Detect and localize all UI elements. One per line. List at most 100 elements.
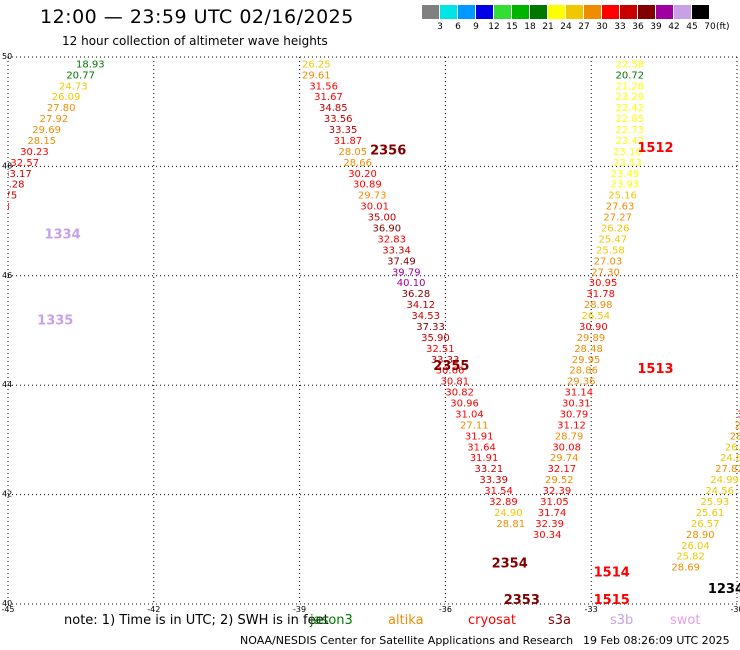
wave-height-value: 31.91 bbox=[470, 453, 499, 464]
legend-swatch bbox=[620, 5, 637, 19]
wave-height-value: 31.12 bbox=[557, 420, 586, 431]
wave-height-value: 22.73 bbox=[616, 125, 645, 136]
lon-tick-label: -42 bbox=[147, 605, 160, 614]
lon-tick-label: -33 bbox=[585, 605, 598, 614]
wave-height-value: 33.34 bbox=[382, 245, 411, 256]
wave-height-value: 23.49 bbox=[611, 169, 640, 180]
wave-height-value: 22.42 bbox=[616, 103, 645, 114]
wave-height-value: 35.90 bbox=[421, 333, 450, 344]
lat-tick-label: 48 bbox=[2, 161, 12, 170]
wave-height-value: 29.61 bbox=[302, 70, 331, 81]
legend-label: 9 bbox=[473, 22, 479, 32]
wave-height-value: 40.10 bbox=[397, 278, 426, 289]
wave-height-value: 32.88 bbox=[0, 202, 10, 213]
track-pass-label: 2356 bbox=[370, 143, 406, 158]
wave-height-value: 28.90 bbox=[686, 530, 715, 541]
lon-tick-label: -45 bbox=[1, 605, 14, 614]
wave-height-value: 24.56 bbox=[705, 486, 734, 497]
page-title: 12:00 — 23:59 UTC 02/16/2025 bbox=[40, 6, 354, 28]
wave-height-value: 20.77 bbox=[66, 70, 95, 81]
wave-height-value: 20.72 bbox=[616, 70, 645, 81]
mission-name: s3b bbox=[610, 613, 634, 628]
wave-height-value: 30.20 bbox=[348, 169, 377, 180]
wave-height-value: 30.31 bbox=[562, 399, 591, 410]
wave-height-value: 26.54 bbox=[581, 311, 610, 322]
wave-height-value: 28.1 bbox=[730, 431, 740, 442]
wave-height-value: 23.10 bbox=[613, 147, 642, 158]
wave-height-value: 29.89 bbox=[577, 333, 606, 344]
wave-height-value: 25.61 bbox=[696, 508, 725, 519]
legend-swatch bbox=[584, 5, 601, 19]
legend-label: 45 bbox=[686, 22, 698, 32]
legend-swatch bbox=[692, 5, 709, 19]
wave-height-value: 28.15 bbox=[27, 136, 56, 147]
legend-label: 27 bbox=[578, 22, 590, 32]
legend-swatch bbox=[476, 5, 493, 19]
track-pass-label: 2355 bbox=[433, 359, 469, 374]
legend-label: 21 bbox=[542, 22, 554, 32]
wave-height-value: 31.04 bbox=[455, 409, 484, 420]
legend-label: 39 bbox=[650, 22, 662, 32]
legend-label: 33 bbox=[614, 22, 626, 32]
wave-height-value: 25.93 bbox=[701, 497, 730, 508]
wave-height-value: 27.11 bbox=[460, 420, 489, 431]
wave-height-value: 31.64 bbox=[467, 442, 496, 453]
legend-label: 36 bbox=[632, 22, 644, 32]
lon-tick-label: -30 bbox=[730, 605, 740, 614]
wave-height-value: 27.27 bbox=[603, 213, 632, 224]
wave-height-value: 34.28 bbox=[0, 180, 24, 191]
lat-tick-label: 40 bbox=[2, 599, 12, 608]
legend-unit: (ft) bbox=[716, 22, 730, 32]
wave-height-value: 30.81 bbox=[441, 377, 470, 388]
wave-height-value: 35.00 bbox=[368, 213, 397, 224]
wave-height-value: 29.69 bbox=[32, 125, 61, 136]
wave-height-value: 24.83 bbox=[720, 453, 740, 464]
wave-height-value: 33.35 bbox=[329, 125, 358, 136]
wave-height-value: 32.57 bbox=[10, 158, 39, 169]
wave-height-value: 27.03 bbox=[594, 256, 623, 267]
wave-height-value: 30.82 bbox=[445, 388, 474, 399]
wave-height-value: 31.74 bbox=[538, 508, 567, 519]
credit-line: NOAA/NESDIS Center for Satellite Applica… bbox=[240, 634, 574, 647]
legend-swatch bbox=[656, 5, 673, 19]
wave-height-value: 32.83 bbox=[377, 234, 406, 245]
wave-height-value: 32.39 bbox=[535, 519, 564, 530]
wave-height-value: 31.78 bbox=[586, 289, 615, 300]
footnote: note: 1) Time is in UTC; 2) SWH is in fe… bbox=[64, 613, 329, 628]
wave-height-value: 30.23 bbox=[20, 147, 49, 158]
wave-height-value: 37.49 bbox=[387, 256, 416, 267]
wave-height-value: 34.75 bbox=[0, 191, 17, 202]
wave-height-value: 24.90 bbox=[494, 508, 523, 519]
wave-height-value: 26.53 bbox=[725, 442, 740, 453]
legend-label: 30 bbox=[596, 22, 608, 32]
mission-name: jason3 bbox=[310, 613, 353, 628]
wave-height-value: 23.53 bbox=[613, 158, 642, 169]
wave-height-value: 30.79 bbox=[560, 409, 589, 420]
wave-height-value: 31.54 bbox=[484, 486, 513, 497]
wave-height-value: 29.74 bbox=[550, 453, 579, 464]
lat-tick-label: 46 bbox=[2, 271, 12, 280]
legend-label: 3 bbox=[437, 22, 443, 32]
wave-height-value: 31.87 bbox=[334, 136, 363, 147]
wave-height-value: 32.17 bbox=[547, 464, 576, 475]
legend-swatch bbox=[494, 5, 511, 19]
track-pass-label: 2353 bbox=[504, 593, 540, 608]
wave-height-value: 34.50 bbox=[0, 219, 3, 230]
wave-height-value: 28.79 bbox=[555, 431, 584, 442]
track-pass-label: 1234 bbox=[708, 582, 740, 597]
wave-height-value: 21.28 bbox=[616, 81, 645, 92]
wave-height-value: 26.26 bbox=[601, 223, 630, 234]
wave-height-value: 33.39 bbox=[479, 475, 508, 486]
legend-swatch bbox=[458, 5, 475, 19]
wave-height-value: 30.90 bbox=[579, 322, 608, 333]
wave-height-value: 27.80 bbox=[47, 103, 76, 114]
page-subtitle: 12 hour collection of altimeter wave hei… bbox=[62, 34, 328, 48]
wave-height-value: 33.21 bbox=[475, 464, 504, 475]
legend-swatch bbox=[566, 5, 583, 19]
wave-height-value: 31.67 bbox=[314, 92, 343, 103]
wave-height-value: 34.53 bbox=[411, 311, 440, 322]
wave-height-value: 18.93 bbox=[76, 59, 105, 70]
wave-height-value: 25.16 bbox=[608, 191, 637, 202]
wave-height-value: 36.90 bbox=[373, 223, 402, 234]
track-pass-label: 2354 bbox=[492, 556, 528, 571]
